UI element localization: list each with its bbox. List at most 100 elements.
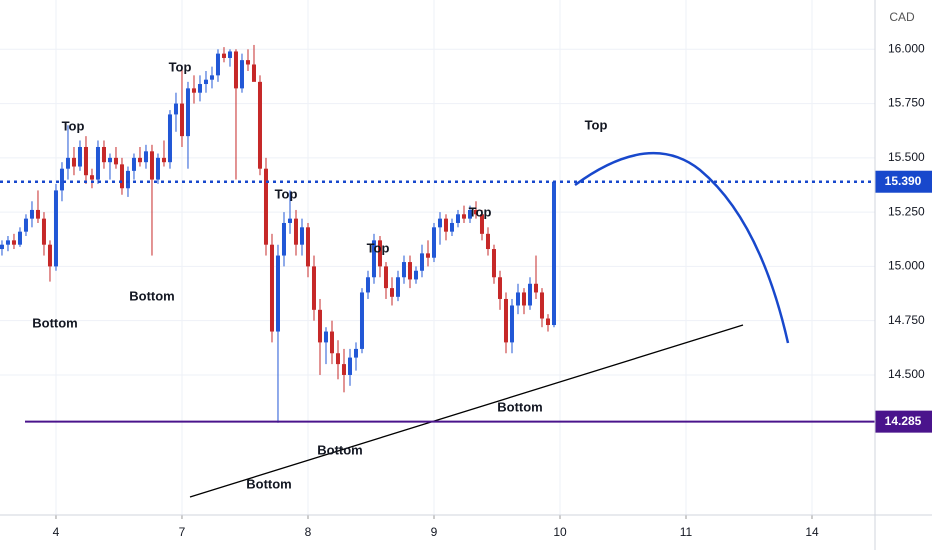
- annotation: Top: [585, 117, 608, 132]
- candle-body: [239, 60, 244, 89]
- candle-body: [197, 84, 202, 93]
- candle-body: [365, 277, 370, 293]
- candle-body: [173, 103, 178, 115]
- candle-body: [323, 331, 328, 343]
- candle-body: [65, 157, 70, 169]
- x-tick-label: 9: [431, 525, 438, 539]
- level-label: 15.390: [885, 174, 922, 188]
- candle-body: [389, 288, 394, 297]
- candle-body: [503, 298, 508, 343]
- candle-body: [395, 277, 400, 297]
- y-tick-label: 15.750: [888, 96, 925, 110]
- candle-body: [185, 88, 190, 137]
- candle-body: [407, 262, 412, 280]
- candle-body: [245, 60, 250, 65]
- x-tick-label: 10: [553, 525, 567, 539]
- candle-body: [449, 222, 454, 232]
- candle-body: [521, 292, 526, 306]
- candle-body: [149, 151, 154, 180]
- candle-body: [443, 218, 448, 232]
- candle-body: [101, 146, 106, 163]
- y-tick-label: 16.000: [888, 41, 925, 55]
- candle-body: [137, 157, 142, 163]
- candle-body: [161, 157, 166, 163]
- annotation: Bottom: [32, 315, 78, 330]
- candle-body: [281, 222, 286, 256]
- candle-body: [77, 146, 82, 167]
- candle-body: [83, 146, 88, 176]
- candle-body: [47, 244, 52, 267]
- x-tick-label: 11: [680, 525, 693, 539]
- candle-body: [383, 266, 388, 289]
- annotation: Top: [367, 240, 390, 255]
- candle-body: [287, 218, 292, 223]
- candle-body: [257, 81, 262, 169]
- candle-body: [269, 244, 274, 332]
- candle-body: [59, 168, 64, 191]
- candle-body: [107, 157, 112, 163]
- annotation: Bottom: [497, 399, 543, 414]
- level-label: 14.285: [885, 414, 922, 428]
- candle-body: [227, 51, 232, 58]
- candle-body: [95, 146, 100, 180]
- candle-body: [143, 151, 148, 163]
- candle-body: [263, 168, 268, 245]
- annotation: Top: [169, 59, 192, 74]
- candle-body: [377, 240, 382, 267]
- candle-body: [113, 157, 118, 165]
- annotation: Top: [275, 186, 298, 201]
- candle-body: [131, 157, 136, 171]
- annotation: Bottom: [317, 442, 363, 457]
- candle-body: [29, 209, 34, 219]
- candle-body: [455, 214, 460, 223]
- candle-body: [119, 164, 124, 189]
- x-tick-label: 8: [305, 525, 312, 539]
- candle-body: [545, 318, 550, 326]
- annotations: Top Top Bottom Bottom Top Top Top Top Bo…: [32, 59, 607, 491]
- level-label-box: [875, 170, 932, 193]
- candle-body: [5, 240, 10, 245]
- candle-body: [461, 214, 466, 219]
- candle-body: [17, 231, 22, 245]
- x-tick-label: 4: [53, 525, 60, 539]
- candle-body: [359, 292, 364, 349]
- candle-body: [0, 244, 4, 250]
- candle-body: [371, 240, 376, 278]
- y-tick-label: 15.250: [888, 204, 925, 218]
- candle-body: [23, 218, 28, 232]
- candle-body: [293, 218, 298, 245]
- candle-body: [305, 227, 310, 267]
- candle-body: [209, 75, 214, 80]
- candle-body: [41, 218, 46, 245]
- y-tick-label: 15.500: [888, 150, 925, 164]
- candle-body: [491, 249, 496, 278]
- y-tick-label: 15.000: [888, 259, 925, 273]
- candle-body: [437, 218, 442, 228]
- candle-body: [515, 292, 520, 306]
- candle-body: [551, 181, 556, 326]
- candle-body: [251, 64, 256, 82]
- candle-body: [485, 233, 490, 250]
- candle-body: [125, 170, 130, 189]
- candle-body: [413, 270, 418, 280]
- y-tick-label: 14.750: [888, 313, 925, 327]
- candle-body: [89, 175, 94, 180]
- levels: 15.390 14.285: [0, 170, 932, 433]
- candles: [0, 44, 556, 423]
- candle-body: [191, 88, 196, 93]
- candle-body: [11, 240, 16, 245]
- candle-body: [203, 79, 208, 85]
- grid: 14.500 14.750 15.000 15.250 15.500 15.750 16.0…: [0, 0, 925, 539]
- candle-body: [179, 103, 184, 137]
- candle-body: [467, 209, 472, 219]
- candle-body: [353, 348, 358, 358]
- candle-body: [167, 114, 172, 163]
- level-label-box: [875, 410, 932, 433]
- y-tick-label: 14.500: [888, 367, 925, 381]
- candle-body: [473, 209, 478, 215]
- candle-body: [35, 209, 40, 219]
- candle-body: [425, 253, 430, 258]
- candle-body: [497, 277, 502, 299]
- candle-body: [329, 331, 334, 354]
- candle-body: [539, 292, 544, 319]
